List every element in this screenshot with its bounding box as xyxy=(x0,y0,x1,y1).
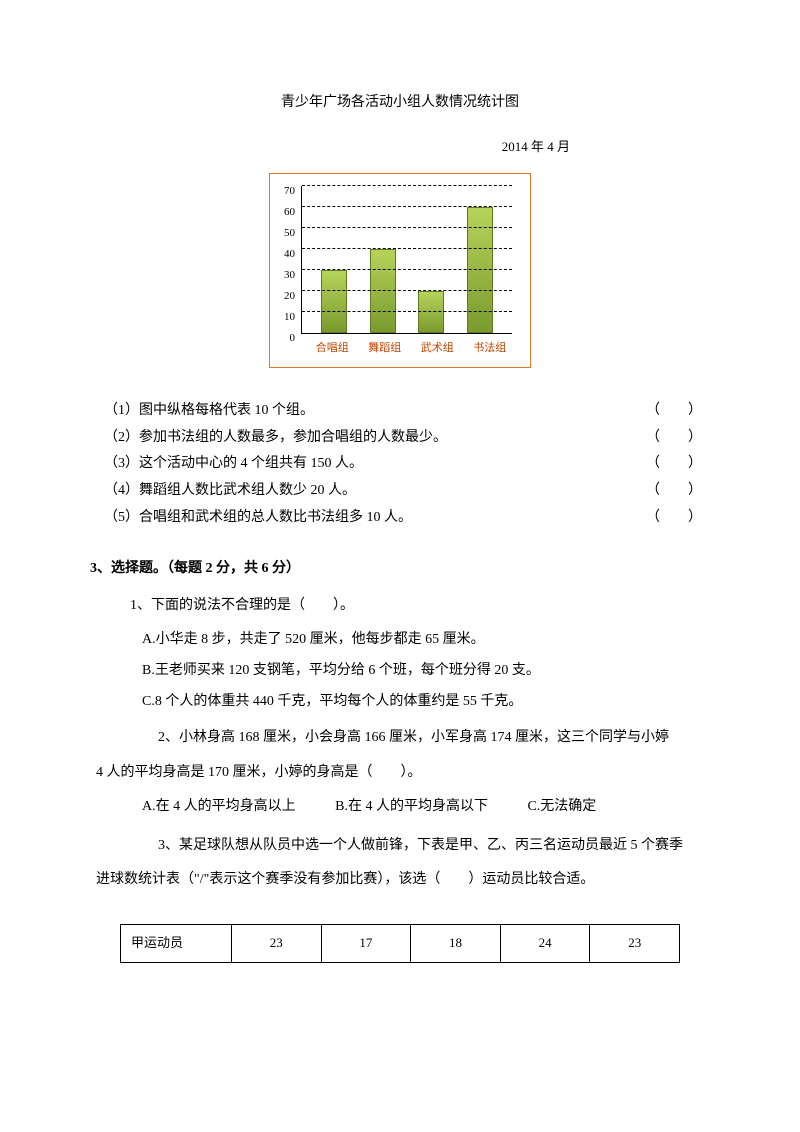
chart-title: 青少年广场各活动小组人数情况统计图 xyxy=(90,90,710,117)
grid-line xyxy=(302,206,512,207)
x-label: 舞蹈组 xyxy=(368,338,401,359)
table-cell: 18 xyxy=(411,925,501,963)
x-axis-labels: 合唱组 舞蹈组 武术组 书法组 xyxy=(306,334,516,359)
athlete-table: 甲运动员 23 17 18 24 23 xyxy=(120,924,680,963)
y-axis-labels: 70 60 50 40 30 20 10 0 xyxy=(284,181,301,328)
statement-row: （1）图中纵格每格代表 10 个组。 （ ） xyxy=(104,398,710,425)
chart-bar xyxy=(467,207,493,333)
true-false-list: （1）图中纵格每格代表 10 个组。（ ）（2）参加书法组的人数最多，参加合唱组… xyxy=(90,398,710,531)
row-label: 甲运动员 xyxy=(121,925,232,963)
q2-options: A.在 4 人的平均身高以上 B.在 4 人的平均身高以下 C.无法确定 xyxy=(142,794,710,821)
grid-line xyxy=(302,311,512,312)
statement-text: （5）合唱组和武术组的总人数比书法组多 10 人。 xyxy=(104,505,412,532)
grid-line xyxy=(302,248,512,249)
chart-frame: 70 60 50 40 30 20 10 0 合唱组 舞蹈组 武术组 书法组 xyxy=(269,173,531,368)
table-cell: 17 xyxy=(321,925,411,963)
q2-option-a[interactable]: A.在 4 人的平均身高以上 xyxy=(142,799,296,814)
answer-blank[interactable]: （ ） xyxy=(646,398,702,425)
chart-date: 2014 年 4 月 xyxy=(90,135,710,160)
x-label: 武术组 xyxy=(421,338,454,359)
x-label: 合唱组 xyxy=(316,338,349,359)
y-tick: 10 xyxy=(284,307,295,328)
q2-option-c[interactable]: C.无法确定 xyxy=(527,799,596,814)
statement-text: （4）舞蹈组人数比武术组人数少 20 人。 xyxy=(104,478,356,505)
answer-blank[interactable]: （ ） xyxy=(646,451,702,478)
y-tick: 50 xyxy=(284,223,295,244)
table-cell: 23 xyxy=(232,925,322,963)
grid-line xyxy=(302,290,512,291)
statement-row: （4）舞蹈组人数比武术组人数少 20 人。 （ ） xyxy=(104,478,710,505)
y-tick: 0 xyxy=(284,328,295,349)
statement-row: （3）这个活动中心的 4 个组共有 150 人。 （ ） xyxy=(104,451,710,478)
y-tick: 20 xyxy=(284,286,295,307)
chart-bar xyxy=(321,270,347,333)
grid-line xyxy=(302,227,512,228)
statement-row: （5）合唱组和武术组的总人数比书法组多 10 人。 （ ） xyxy=(104,505,710,532)
grid-line xyxy=(302,269,512,270)
q2-line1: 2、小林身高 168 厘米，小会身高 166 厘米，小军身高 174 厘米，这三… xyxy=(130,725,710,752)
section-3-heading: 3、选择题。（每题 2 分，共 6 分） xyxy=(90,556,710,583)
y-tick: 70 xyxy=(284,181,295,202)
statement-text: （1）图中纵格每格代表 10 个组。 xyxy=(104,398,314,425)
y-tick: 40 xyxy=(284,244,295,265)
y-tick: 60 xyxy=(284,202,295,223)
q1-option-a[interactable]: A.小华走 8 步，共走了 520 厘米，他每步都走 65 厘米。 xyxy=(142,627,710,654)
q1-options: A.小华走 8 步，共走了 520 厘米，他每步都走 65 厘米。 B.王老师买… xyxy=(142,627,710,715)
q3-line2: 进球数统计表（"/"表示这个赛季没有参加比赛），该选（ ）运动员比较合适。 xyxy=(96,867,710,894)
table-cell: 24 xyxy=(500,925,590,963)
table-cell: 23 xyxy=(590,925,680,963)
chart-container: 70 60 50 40 30 20 10 0 合唱组 舞蹈组 武术组 书法组 xyxy=(90,173,710,368)
answer-blank[interactable]: （ ） xyxy=(646,505,702,532)
statement-text: （2）参加书法组的人数最多，参加合唱组的人数最少。 xyxy=(104,425,447,452)
answer-blank[interactable]: （ ） xyxy=(646,478,702,505)
chart-bar xyxy=(418,291,444,333)
table-row: 甲运动员 23 17 18 24 23 xyxy=(121,925,680,963)
q1-option-b[interactable]: B.王老师买来 120 支钢笔，平均分给 6 个班，每个班分得 20 支。 xyxy=(142,658,710,685)
statement-row: （2）参加书法组的人数最多，参加合唱组的人数最少。 （ ） xyxy=(104,425,710,452)
q3-line1: 3、某足球队想从队员中选一个人做前锋，下表是甲、乙、丙三名运动员最近 5 个赛季 xyxy=(130,833,710,860)
x-label: 书法组 xyxy=(473,338,506,359)
q2-option-b[interactable]: B.在 4 人的平均身高以下 xyxy=(335,799,488,814)
q1-option-c[interactable]: C.8 个人的体重共 440 千克，平均每个人的体重约是 55 千克。 xyxy=(142,689,710,716)
chart-bar xyxy=(370,249,396,333)
y-tick: 30 xyxy=(284,265,295,286)
q2-line2: 4 人的平均身高是 170 厘米，小婷的身高是（ ）。 xyxy=(96,760,710,787)
chart-plot xyxy=(301,186,512,334)
q1-stem: 1、下面的说法不合理的是（ ）。 xyxy=(130,593,710,620)
answer-blank[interactable]: （ ） xyxy=(646,425,702,452)
grid-line xyxy=(302,185,512,186)
statement-text: （3）这个活动中心的 4 个组共有 150 人。 xyxy=(104,451,363,478)
